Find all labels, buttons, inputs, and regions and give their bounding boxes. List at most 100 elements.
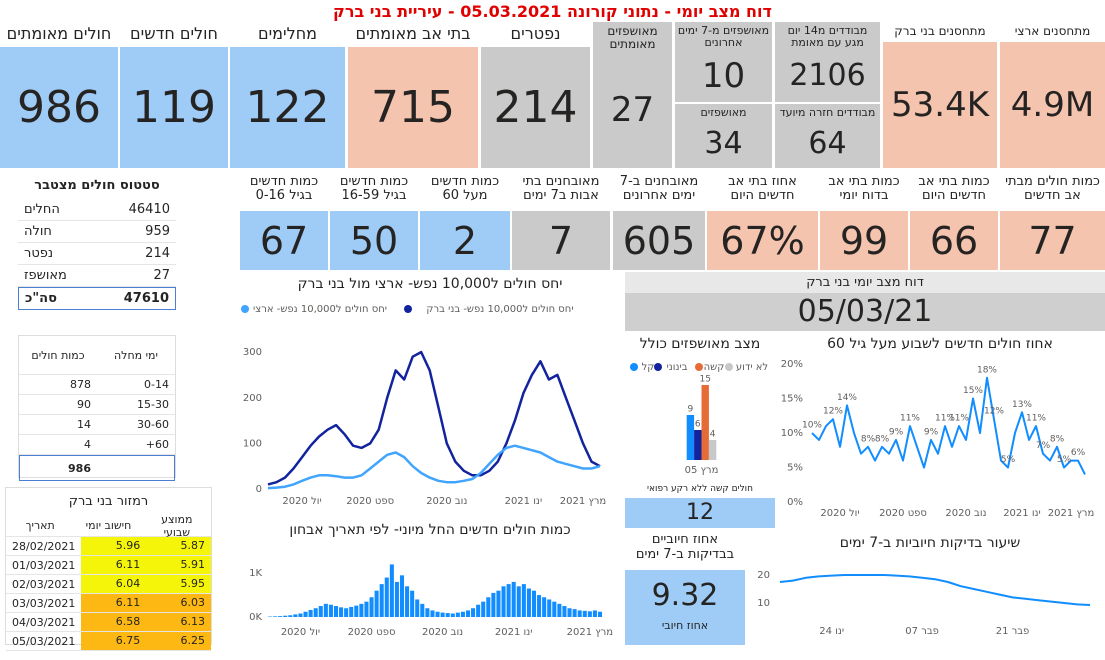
kpi-card: כמות חולים מבתי אב חדשים 77 bbox=[1000, 172, 1105, 270]
x-tick-label: ינו 2021 bbox=[505, 496, 543, 507]
legend-label: קל bbox=[642, 362, 655, 373]
bar bbox=[542, 597, 547, 617]
positive-label: אחוז חיובי bbox=[661, 619, 709, 632]
bar bbox=[344, 608, 349, 617]
cell-value: 6.58 bbox=[81, 613, 147, 631]
total-value: 986 bbox=[68, 461, 91, 475]
chart-title: כמות חולים חדשים החל מיוני- לפי תאריך אב… bbox=[289, 522, 570, 538]
legend-marker bbox=[695, 363, 703, 371]
kpi-label: כמות חדשים בגיל 16-59 bbox=[330, 172, 418, 211]
bar bbox=[491, 592, 496, 617]
row-label: נפטר bbox=[24, 246, 54, 261]
x-tick-label: יול 2020 bbox=[820, 508, 859, 519]
kpi-value: 986 bbox=[17, 81, 101, 133]
table-header: כמות חולים ימי מחלה bbox=[19, 336, 175, 375]
kpi-card: כמות בתי אב בדוח יומי 99 bbox=[820, 172, 908, 270]
bar bbox=[323, 603, 328, 617]
legend-marker bbox=[241, 305, 249, 313]
bar bbox=[410, 590, 415, 617]
kpi-value: 605 bbox=[622, 218, 696, 263]
kpi-card: חולים מאומתים 986 bbox=[0, 22, 118, 168]
bar bbox=[465, 610, 471, 617]
data-label: 7% bbox=[1036, 441, 1051, 451]
row-value: 959 bbox=[145, 224, 170, 239]
cell-value: 6.11 bbox=[81, 556, 147, 574]
cell-value: 6.11 bbox=[81, 594, 147, 612]
age-table: כמות חולים ימי מחלה 878 0-14 90 15-30 14 30-60 4… bbox=[18, 335, 176, 481]
header-cell: כמות חולים bbox=[31, 348, 85, 362]
bar bbox=[516, 586, 521, 617]
y-tick-label: 1K bbox=[249, 568, 262, 579]
table-row: 01/03/2021 6.11 5.91 bbox=[6, 556, 211, 575]
data-label: 11% bbox=[900, 414, 920, 424]
data-label: 13% bbox=[1012, 400, 1032, 410]
data-label: 5% bbox=[1001, 455, 1016, 465]
legend-label: יחס חולים ל10,000 נפש- בני ברק bbox=[426, 304, 573, 315]
line bbox=[267, 444, 601, 490]
data-label: 18% bbox=[977, 365, 997, 375]
table-header: תאריך חישוב יומי ממוצע שבועי bbox=[6, 513, 211, 539]
kpi-label: מאושפזים bbox=[700, 106, 747, 119]
bar bbox=[339, 607, 344, 617]
y-tick-label: 0 bbox=[256, 484, 262, 495]
data-label: 11% bbox=[935, 414, 955, 424]
data-label: 14% bbox=[837, 393, 857, 403]
data-label: 9% bbox=[924, 427, 939, 437]
cell-value: 6.04 bbox=[81, 575, 147, 593]
data-label: 11% bbox=[949, 414, 969, 424]
data-label: 9 bbox=[688, 405, 694, 415]
header-cell: חישוב יומי bbox=[85, 519, 132, 532]
bar bbox=[531, 590, 537, 617]
bar bbox=[701, 385, 709, 460]
row-value: 46410 bbox=[128, 202, 170, 217]
kpi-label: מבודדים מ14 יום מגע עם מאומת bbox=[787, 24, 868, 50]
cell-value: 6.75 bbox=[81, 632, 147, 650]
kpi-value: 10 bbox=[701, 55, 746, 96]
bar bbox=[308, 609, 313, 617]
data-label: 12% bbox=[823, 407, 843, 417]
cell-date: 28/02/2021 bbox=[12, 539, 76, 553]
x-tick-label: מרץ 05 bbox=[685, 465, 719, 476]
bar bbox=[686, 415, 695, 460]
bar bbox=[506, 584, 511, 617]
y-tick-label: 5% bbox=[787, 463, 803, 474]
table-row: 04/03/2021 6.58 6.13 bbox=[6, 613, 211, 632]
cell-range: 60+ bbox=[145, 438, 169, 451]
kpi-label: מאושפזים מ-7 ימים אחרונים bbox=[677, 24, 770, 50]
kpi-label: מאובחנים בתי אבות ב7 ימים bbox=[512, 172, 610, 211]
kpi-card: מחלימים 122 bbox=[230, 22, 345, 168]
total-label: סה"כ bbox=[25, 291, 57, 306]
row-label: מאושפז bbox=[24, 268, 67, 283]
bar bbox=[333, 606, 339, 617]
kpi-label: אחוז בתי אב חדשים היום bbox=[707, 172, 818, 211]
bar bbox=[521, 584, 526, 617]
cell-value: 5.91 bbox=[146, 556, 211, 574]
kpi-card: מאושפזים מאומתים 27 bbox=[593, 22, 672, 168]
kpi-value: 64 bbox=[808, 126, 847, 162]
kpi-card: מתחסנים בני ברק 53.4K bbox=[883, 22, 997, 168]
y-tick-label: 10% bbox=[781, 428, 803, 439]
cell-value: 6.25 bbox=[146, 632, 211, 650]
kpi-value: 99 bbox=[839, 218, 889, 263]
x-tick-label: מרץ 2021 bbox=[1048, 508, 1094, 519]
bar bbox=[694, 430, 702, 460]
data-label: 15% bbox=[963, 386, 983, 396]
kpi-label: מבודדים חזרה מיועד bbox=[779, 106, 876, 119]
x-tick-label: מרץ 2021 bbox=[560, 496, 606, 507]
cell-date: 05/03/2021 bbox=[12, 634, 76, 648]
kpi-card: כמות חדשים מעל 60 2 bbox=[420, 172, 510, 270]
kpi-label: כמות חדשים מעל 60 bbox=[420, 172, 510, 211]
bar bbox=[420, 603, 425, 617]
x-tick-label: פבר 07 bbox=[905, 626, 939, 637]
cell-value: 4 bbox=[84, 438, 91, 451]
bar bbox=[359, 603, 364, 617]
x-tick-label: פבר 21 bbox=[996, 626, 1030, 637]
table-row: החלים 46410 bbox=[18, 199, 176, 221]
cell-range: 30-60 bbox=[137, 418, 169, 431]
bar bbox=[379, 584, 384, 617]
bar bbox=[476, 604, 481, 617]
bar bbox=[562, 606, 567, 617]
kpi-value: 2106 bbox=[789, 58, 866, 94]
positive-value: 9.32 bbox=[651, 578, 719, 613]
